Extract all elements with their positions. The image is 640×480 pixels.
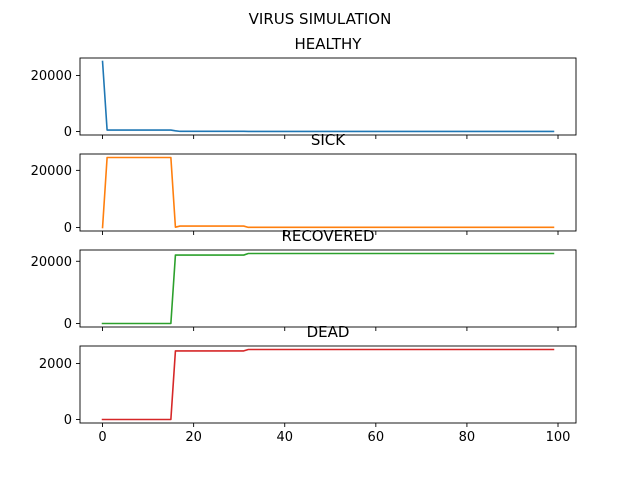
axes-frame-sick [79,153,577,232]
axes-frame-recovered [79,249,577,328]
x-tick-label-dead-40: 40 [276,430,293,445]
axes-frame-healthy [79,57,577,136]
y-tick-label-healthy-0: 0 [64,125,72,140]
x-tick-label-dead-60: 60 [368,430,385,445]
series-line-recovered [101,252,555,325]
subplot-title-healthy: HEALTHY [295,35,363,53]
series-line-dead [101,348,555,421]
y-tick-label-dead-0: 0 [64,413,72,428]
series-line-healthy [101,60,555,133]
subplot-recovered: RECOVERED 0 20000 [31,227,577,332]
subplot-title-dead: DEAD [307,323,350,341]
y-tick-label-recovered-20000: 20000 [31,255,72,270]
x-tick-label-dead-20: 20 [185,430,202,445]
y-tick-label-sick-20000: 20000 [31,164,72,179]
series-line-sick [101,156,555,229]
subplot-dead: DEAD 0 2000 0 20 40 60 80 100 [39,323,577,445]
y-tick-label-healthy-20000: 20000 [31,69,72,84]
subplot-title-recovered: RECOVERED [281,227,374,245]
y-tick-label-sick-0: 0 [64,221,72,236]
subplot-panels: HEALTHY020000SICK020000RECOVERED020000DE… [31,35,577,445]
figure-suptitle: VIRUS SIMULATION [249,10,392,28]
x-tick-label-dead-100: 100 [546,430,571,445]
y-tick-label-dead-2000: 2000 [39,357,72,372]
y-tick-label-recovered-0: 0 [64,317,72,332]
subplot-healthy: HEALTHY 0 20000 [31,35,577,140]
x-tick-label-dead-0: 0 [98,430,106,445]
subplot-title-sick: SICK [311,131,346,149]
subplot-sick: SICK 0 20000 [31,131,577,236]
axes-frame-dead [79,345,577,424]
x-tick-label-dead-80: 80 [459,430,476,445]
